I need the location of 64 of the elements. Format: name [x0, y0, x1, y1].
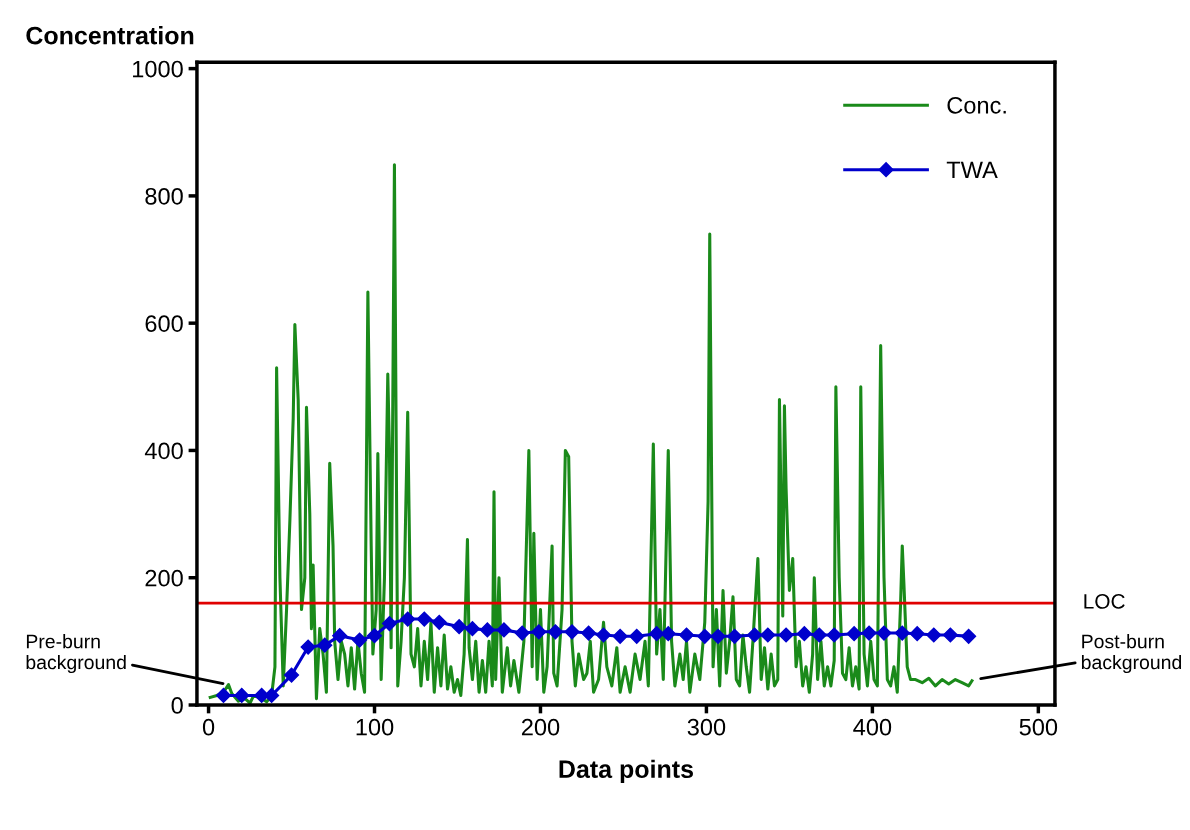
point: [961, 628, 977, 644]
point: [215, 687, 232, 704]
point: [697, 628, 713, 644]
point: [451, 619, 467, 635]
legend-label: Conc.: [947, 96, 1006, 114]
point: [400, 611, 416, 627]
point: [464, 621, 481, 637]
point: [564, 624, 580, 640]
x-tick-label: 300: [687, 718, 726, 736]
y-tick-label: 1000: [133, 60, 183, 78]
point: [547, 624, 563, 640]
point: [581, 625, 597, 641]
y-tick-label: 800: [145, 187, 183, 205]
x-tick-label: 500: [1019, 718, 1058, 736]
point: [942, 627, 958, 643]
point: [479, 622, 495, 638]
point: [366, 628, 383, 644]
point: [796, 626, 812, 642]
point: [300, 639, 316, 655]
point: [727, 628, 743, 644]
point: [760, 627, 776, 643]
point: [234, 687, 250, 704]
point: [746, 627, 763, 643]
point: [926, 627, 942, 643]
legend-label: TWA: [946, 161, 998, 178]
point: [496, 622, 512, 638]
point: [629, 628, 645, 644]
x-tick-label: 200: [521, 718, 560, 736]
point: [846, 626, 862, 642]
point: [678, 627, 695, 643]
point: [710, 628, 726, 644]
x-tick-label: 400: [853, 718, 892, 736]
point: [381, 615, 398, 632]
y-tick-label: 400: [144, 442, 183, 460]
point: [811, 627, 827, 643]
point: [514, 625, 530, 641]
annotation: Pre-burn background: [26, 634, 126, 674]
point: [909, 626, 925, 642]
y-axis-title: Concentration: [26, 26, 194, 45]
point: [317, 637, 333, 653]
point: [778, 627, 794, 643]
point: [876, 625, 892, 641]
point: [283, 667, 300, 683]
y-tick-label: 600: [145, 315, 183, 332]
point: [660, 626, 676, 642]
y-tick-label: 0: [171, 697, 183, 714]
x-tick-label: 100: [356, 718, 394, 736]
point: [861, 625, 877, 641]
point: [649, 626, 665, 642]
point: [416, 611, 432, 627]
annotation: Post-burn background: [1081, 634, 1182, 674]
x-tick-label: 0: [202, 718, 215, 736]
point: [612, 628, 628, 644]
point: [332, 628, 348, 644]
point: [264, 687, 280, 704]
x-axis-title: Data points: [559, 759, 693, 783]
point: [595, 627, 612, 643]
point: [431, 614, 447, 630]
point: [894, 625, 910, 641]
point: [352, 632, 368, 648]
y-tick-label: 200: [145, 569, 183, 587]
point: [826, 627, 842, 643]
ref-line-label: LOC: [1084, 594, 1125, 609]
point: [531, 624, 547, 640]
